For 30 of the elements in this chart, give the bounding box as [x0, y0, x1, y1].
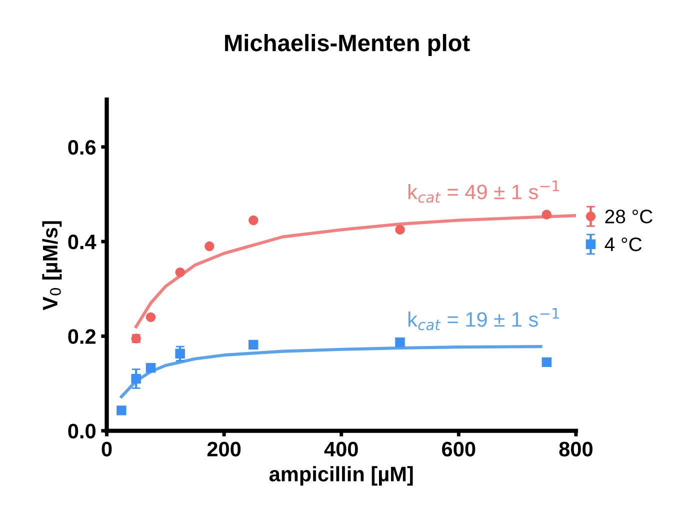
- x-tick-label: 200: [207, 442, 241, 456]
- point: [395, 224, 405, 235]
- x-tick-label: 400: [324, 442, 358, 456]
- y-tick-label: 0.6: [68, 140, 96, 155]
- chart-title: Michaelis-Menten plot: [225, 34, 470, 56]
- point: [146, 312, 156, 322]
- x-tick-label: 800: [559, 442, 592, 456]
- x-tick-label: 0: [102, 442, 112, 456]
- y-axis-title: V$_{0}$ [µM/s]: [42, 221, 62, 310]
- y-tick-label: 0.2: [68, 329, 96, 344]
- legend-label: 4 °C: [604, 237, 642, 252]
- y-tick-label: 0.4: [68, 234, 96, 250]
- y-tick-label: 0.0: [68, 424, 96, 439]
- point: [542, 210, 552, 220]
- point: [146, 362, 156, 373]
- point: [175, 267, 185, 278]
- legend-label: 28 °C: [605, 210, 652, 224]
- point: [248, 215, 258, 226]
- annotation: k$_{cat}$ = 19 ± 1 s$^{−1}$: [408, 308, 559, 330]
- point: [248, 340, 258, 350]
- line-series: [134, 214, 576, 328]
- point: [131, 374, 141, 384]
- point: [175, 348, 185, 359]
- point: [395, 337, 405, 348]
- point: [204, 241, 214, 252]
- x-axis-title: ampicillin [µM]: [269, 466, 413, 486]
- point: [116, 406, 126, 416]
- annotation: k$_{cat}$ = 49 ± 1 s$^{−1}$: [408, 180, 559, 203]
- x-tick-label: 600: [442, 442, 476, 456]
- point: [542, 357, 552, 368]
